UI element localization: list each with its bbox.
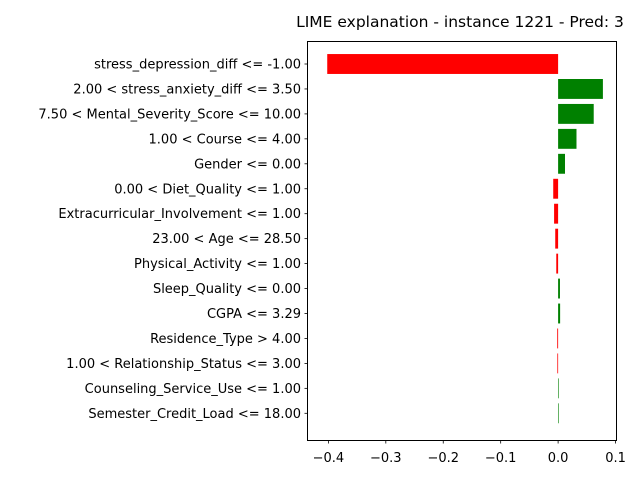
- bars-group: [327, 54, 603, 424]
- bar-13: [558, 378, 559, 399]
- y-tick-label: Gender <= 0.00: [194, 157, 301, 172]
- bar-12: [557, 353, 559, 374]
- x-tick-label: −0.2: [427, 451, 459, 466]
- bar-10: [558, 303, 561, 324]
- bar-1: [558, 79, 603, 99]
- y-tick-label: 2.00 < stress_anxiety_diff <= 3.50: [73, 82, 301, 97]
- x-tick-label: −0.4: [313, 451, 345, 466]
- bar-11: [557, 328, 559, 349]
- plot-frame: [307, 41, 617, 441]
- chart-title: LIME explanation - instance 1221 - Pred:…: [296, 13, 624, 31]
- y-tick-label: 7.50 < Mental_Severity_Score <= 10.00: [38, 107, 301, 122]
- y-tick-labels: stress_depression_diff <= -1.00 2.00 < st…: [38, 58, 308, 422]
- bar-8: [556, 253, 559, 274]
- y-tick-label: Residence_Type > 4.00: [150, 332, 301, 347]
- y-tick-label: 0.00 < Diet_Quality <= 1.00: [114, 182, 301, 197]
- bar-4: [558, 153, 566, 174]
- bar-7: [555, 228, 559, 249]
- bar-14: [558, 403, 559, 424]
- x-tick-label: 0.0: [548, 451, 569, 466]
- y-tick-label: 1.00 < Relationship_Status <= 3.00: [66, 357, 301, 372]
- bar-0: [327, 54, 559, 74]
- y-tick-label: Extracurricular_Involvement <= 1.00: [58, 207, 301, 222]
- bar-9: [558, 278, 560, 299]
- y-tick-label: Sleep_Quality <= 0.00: [153, 282, 301, 297]
- y-tick-label: 1.00 < Course <= 4.00: [149, 132, 301, 147]
- bar-2: [558, 103, 594, 124]
- y-tick-label: Semester_Credit_Load <= 18.00: [88, 407, 301, 422]
- y-tick-label: stress_depression_diff <= -1.00: [94, 58, 301, 73]
- bar-6: [554, 203, 559, 224]
- bar-3: [558, 128, 577, 149]
- bar-5: [553, 178, 559, 199]
- y-tick-label: Physical_Activity <= 1.00: [134, 257, 301, 272]
- x-tick-label: 0.1: [605, 451, 626, 466]
- x-tick-label: −0.1: [485, 451, 517, 466]
- x-axis-ticks: −0.4 −0.3 −0.2 −0.1 0.0 0.1: [313, 440, 626, 466]
- y-tick-label: Counseling_Service_Use <= 1.00: [85, 382, 301, 397]
- y-tick-label: CGPA <= 3.29: [207, 307, 301, 322]
- y-tick-label: 23.00 < Age <= 28.50: [152, 232, 301, 247]
- x-tick-label: −0.3: [370, 451, 402, 466]
